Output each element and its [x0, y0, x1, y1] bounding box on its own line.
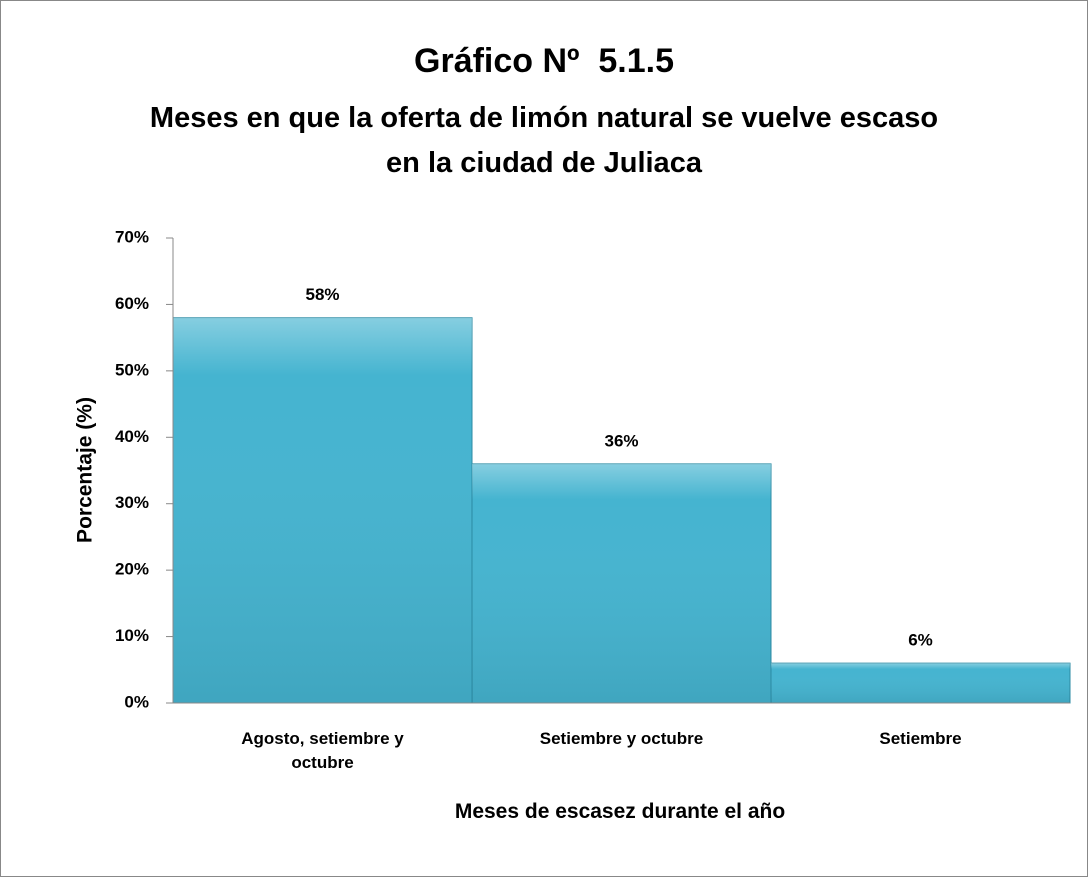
x-axis-title: Meses de escasez durante el año [454, 800, 786, 823]
data-label: 6% [908, 631, 933, 650]
x-tick-label: Setiembre y octubre [539, 729, 704, 748]
y-tick-label: 50% [115, 360, 149, 379]
y-tick-label: 0% [124, 692, 149, 711]
y-tick-label: 30% [115, 493, 149, 512]
y-axis-title: Porcentaje (%) [74, 397, 97, 543]
y-tick-label: 20% [115, 560, 149, 579]
y-tick-label: 70% [115, 227, 149, 246]
y-tick-label: 40% [115, 427, 149, 446]
y-tick-label: 10% [115, 626, 149, 645]
data-label: 58% [305, 285, 339, 304]
bar-shine [472, 463, 771, 703]
y-tick-label: 60% [115, 294, 149, 313]
chart-subtitle: Meses en que la oferta de limón natural … [149, 102, 939, 179]
x-tick-label: Setiembre [879, 729, 962, 748]
data-label: 36% [604, 431, 638, 450]
x-tick-label: Agosto, setiembre y octubre [241, 729, 404, 772]
bar-shine [771, 663, 1070, 703]
bar-shine [173, 317, 472, 703]
chart-title: Gráfico Nº 5.1.5 [414, 42, 674, 80]
